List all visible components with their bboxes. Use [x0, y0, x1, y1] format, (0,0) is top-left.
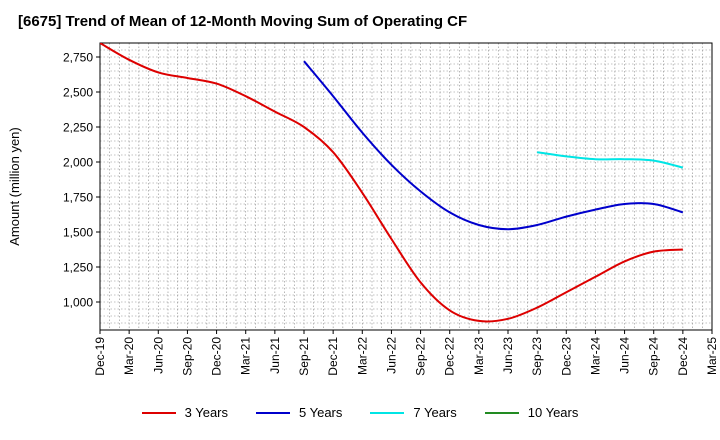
legend-swatch: [484, 411, 519, 414]
y-axis: 1,000 1,250 1,500 1,750 2,000 2,250 2,500 2,750: [63, 51, 100, 310]
series-line-5-years: [303, 60, 684, 231]
x-tick-label: Sep-20: [180, 337, 194, 376]
x-tick-label: Dec-24: [676, 337, 690, 376]
legend-item-10-years: 10 Years: [484, 405, 579, 420]
y-tick-label: 2,500: [63, 86, 93, 100]
x-tick-label: Sep-22: [414, 337, 428, 376]
x-tick-label: Sep-23: [530, 337, 544, 376]
chart-title: [6675] Trend of Mean of 12-Month Moving …: [18, 13, 468, 30]
legend-item-7-years: 7 Years: [370, 405, 457, 420]
grid: [100, 43, 712, 330]
x-tick-label: Jun-21: [268, 337, 282, 374]
y-tick-label: 1,750: [63, 191, 93, 205]
x-axis: Dec-19 Mar-20 Jun-20 Sep-20 Dec-20 Mar-21 Jun-…: [93, 330, 719, 376]
series: [100, 43, 684, 323]
x-tick-label: Dec-21: [326, 337, 340, 376]
x-tick-label: Jun-23: [501, 337, 515, 374]
y-tick-label: 2,750: [63, 51, 93, 65]
x-tick-label: Mar-21: [239, 337, 253, 375]
y-tick-label: 2,000: [63, 156, 93, 170]
legend-item-3-years: 3 Years: [141, 405, 228, 420]
legend-label: 3 Years: [184, 405, 228, 420]
legend: 3 Years 5 Years 7 Years 10 Years: [0, 405, 720, 420]
legend-label: 10 Years: [527, 405, 579, 420]
y-tick-label: 1,000: [63, 296, 93, 310]
plot-frame: [99, 42, 713, 331]
y-tick-label: 1,500: [63, 226, 93, 240]
y-axis-label: Amount (million yen): [7, 127, 22, 246]
x-tick-label: Sep-21: [297, 337, 311, 376]
x-tick-label: Mar-25: [705, 337, 719, 375]
y-tick-label: 2,250: [63, 121, 93, 135]
legend-swatch: [370, 411, 405, 414]
x-tick-label: Dec-22: [443, 337, 457, 376]
series-line-3-years: [100, 43, 683, 323]
x-tick-label: Dec-19: [93, 337, 107, 376]
legend-item-5-years: 5 Years: [256, 405, 342, 420]
x-tick-label: Jun-24: [618, 337, 632, 374]
x-tick-label: Mar-23: [472, 337, 486, 375]
x-tick-label: Mar-20: [122, 337, 136, 375]
x-tick-label: Jun-20: [151, 337, 165, 374]
series-line-7-years: [537, 151, 684, 169]
x-tick-label: Dec-20: [210, 337, 224, 376]
x-tick-label: Mar-22: [355, 337, 369, 375]
x-tick-label: Jun-22: [384, 337, 398, 374]
x-tick-label: Dec-23: [559, 337, 573, 376]
x-tick-label: Sep-24: [647, 337, 661, 376]
legend-swatch: [256, 411, 290, 414]
legend-swatch: [141, 411, 176, 414]
x-tick-label: Mar-24: [588, 337, 602, 375]
legend-label: 7 Years: [413, 405, 457, 420]
legend-label: 5 Years: [299, 405, 343, 420]
y-tick-label: 1,250: [63, 261, 93, 275]
